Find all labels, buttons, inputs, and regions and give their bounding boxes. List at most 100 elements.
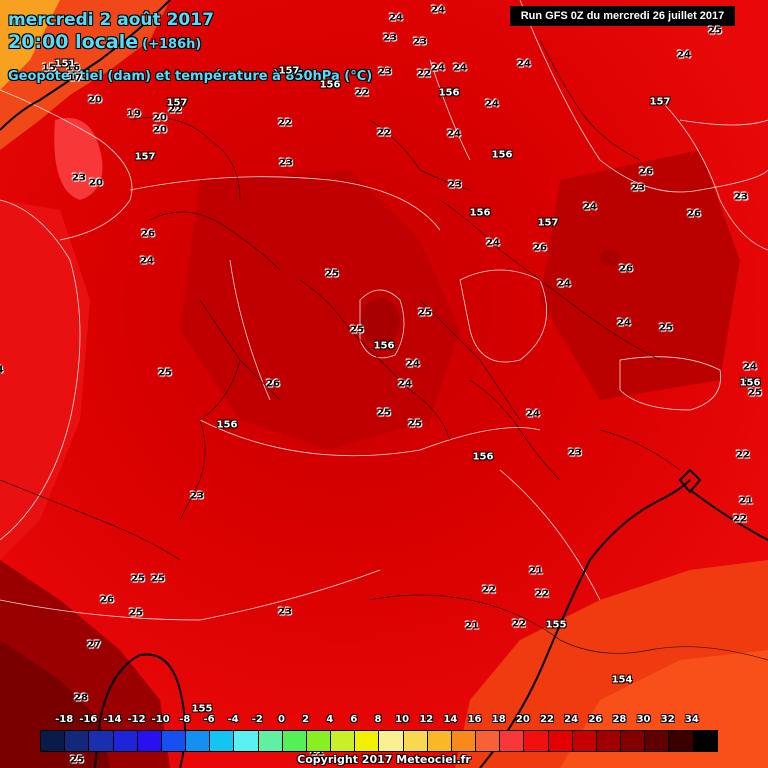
forecast-time-value: 20:00 locale (8, 31, 139, 53)
temperature-label: 24 (583, 201, 597, 213)
color-swatch (113, 731, 138, 751)
temp-zone-dark-east (540, 150, 740, 400)
temperature-label: 23 (190, 490, 204, 502)
temperature-label: 23 (279, 157, 293, 169)
temperature-label: 26 (141, 228, 155, 240)
temperature-label: 26 (639, 166, 653, 178)
temperature-label: 25 (129, 607, 143, 619)
temperature-label: 24 (389, 12, 403, 24)
geopotential-label: 157 (278, 65, 300, 77)
color-swatch (693, 731, 717, 751)
temperature-label: 24 (485, 98, 499, 110)
temperature-label: 23 (278, 606, 292, 618)
forecast-lead-time: (+186h) (142, 37, 202, 52)
temp-zone-dark-central (180, 170, 460, 450)
temperature-label: 26 (533, 242, 547, 254)
temperature-label: 22 (733, 513, 747, 525)
geopotential-label: 156 (469, 207, 491, 219)
temperature-label: 20 (88, 94, 102, 106)
scale-tick-label: 16 (467, 714, 482, 725)
geopotential-label: 157 (166, 97, 188, 109)
scale-tick-label: 6 (350, 714, 358, 725)
color-swatch (282, 731, 307, 751)
scale-tick-label: 34 (684, 714, 699, 725)
temperature-label: 23 (568, 447, 582, 459)
parameter-description: Geopotentiel (dam) et température à 850h… (8, 69, 373, 84)
temperature-label: 24 (486, 237, 500, 249)
color-swatch (137, 731, 162, 751)
color-swatch (476, 731, 501, 751)
geopotential-label: 154 (611, 674, 633, 686)
color-swatch (403, 731, 428, 751)
temperature-label: 28 (74, 692, 88, 704)
isohypse-154-155 (479, 479, 691, 768)
temp-zone-cool-northwest (54, 118, 103, 200)
scale-tick-label: -6 (203, 714, 215, 725)
temperature-label: 20 (153, 112, 167, 124)
color-scale-bar (40, 730, 718, 752)
forecast-time: 20:00 locale (+186h) (8, 31, 201, 53)
temperature-label: 19 (127, 108, 141, 120)
temp-zone-hot-core-italy (360, 298, 400, 346)
temperature-label: 21 (739, 495, 753, 507)
color-swatch (669, 731, 694, 751)
color-swatch (210, 731, 235, 751)
temperature-label: 25 (659, 322, 673, 334)
temperature-label: 22 (168, 104, 182, 116)
geopotential-label: 156 (319, 79, 341, 91)
temperature-label: 22 (535, 588, 549, 600)
color-swatch (379, 731, 404, 751)
geopotential-label: 156 (739, 377, 761, 389)
color-swatch (500, 731, 525, 751)
temperature-label: 24 (447, 128, 461, 140)
scale-tick-label: -8 (179, 714, 191, 725)
color-swatch (355, 731, 380, 751)
scale-tick-label: -14 (103, 714, 122, 725)
temperature-label: 23 (631, 182, 645, 194)
temperature-label: 24 (406, 358, 420, 370)
temp-zone-west-band (0, 200, 90, 560)
isohypse-east (678, 468, 702, 494)
color-swatch (548, 731, 573, 751)
temperature-label: 25 (70, 754, 84, 766)
color-swatch (161, 731, 187, 751)
temperature-label: 23 (413, 36, 427, 48)
temperature-label: 23 (734, 191, 748, 203)
scale-tick-label: 18 (491, 714, 506, 725)
geopotential-label: 155 (191, 703, 213, 715)
temperature-label: 22 (736, 449, 750, 461)
scale-tick-label: 0 (277, 714, 285, 725)
temperature-label: 24 (517, 58, 531, 70)
color-swatch (427, 731, 452, 751)
temperature-label: 20 (153, 124, 167, 136)
color-swatch (645, 731, 670, 751)
color-swatch (621, 731, 646, 751)
temperature-label: 24 (743, 361, 757, 373)
temp-zone-hot-core-balkans (600, 250, 620, 266)
temperature-label: 23 (448, 179, 462, 191)
temperature-label: 21 (742, 377, 756, 389)
temperature-label: 17 (68, 72, 82, 84)
color-swatch (596, 731, 622, 751)
temperature-label: 25 (325, 268, 339, 280)
color-swatch (258, 731, 283, 751)
color-swatch (306, 731, 332, 751)
geopotential-label: 157 (278, 65, 300, 77)
coastlines (0, 39, 768, 661)
scale-tick-label: -16 (79, 714, 98, 725)
temperature-label: 25 (418, 307, 432, 319)
temperature-label: 24 (431, 4, 445, 16)
color-swatch (89, 731, 114, 751)
scale-tick-label: -12 (127, 714, 146, 725)
geopotential-label: 156 (472, 451, 494, 463)
geopotential-label: 156 (438, 87, 460, 99)
temperature-label: 25 (408, 418, 422, 430)
copyright-notice: Copyright 2017 Meteociel.fr (297, 753, 471, 766)
temperature-label: 24 (431, 62, 445, 74)
temperature-label: 25 (151, 573, 165, 585)
scale-tick-label: 32 (660, 714, 675, 725)
color-swatch (41, 731, 66, 751)
temperature-label: 25 (131, 573, 145, 585)
temperature-label: 24 (526, 408, 540, 420)
